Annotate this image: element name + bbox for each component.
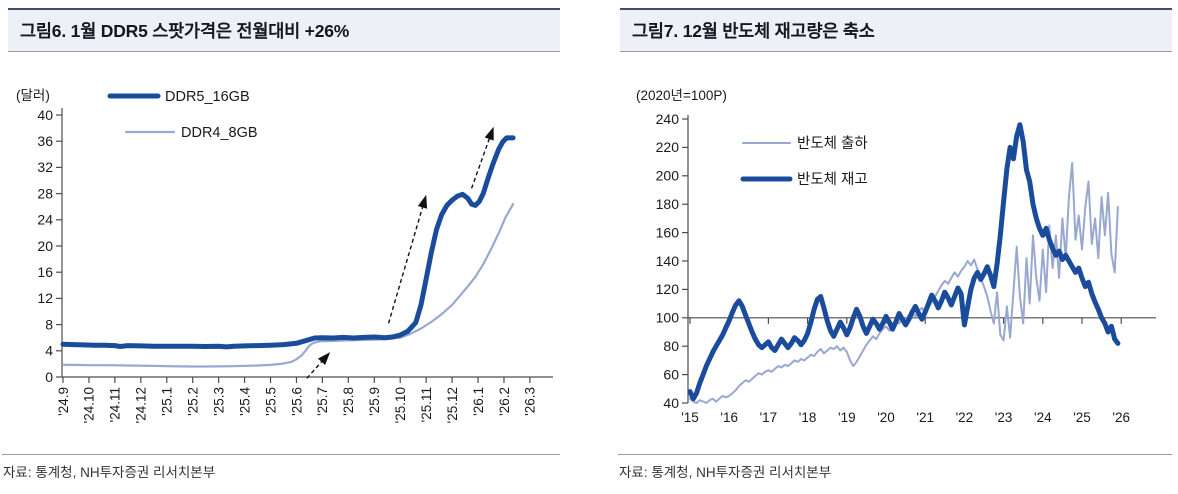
x-tick-label: '15 (681, 410, 699, 425)
series-line-반도체-재고 (687, 122, 1121, 402)
legend-label-2: 반도체 재고 (797, 171, 868, 188)
y-tick-label: 120 (656, 281, 680, 297)
trend-arrow-1-head (317, 352, 331, 366)
figure6-footer-rule (2, 454, 560, 455)
x-tick-label: '25.11 (419, 387, 434, 422)
figure6-header: 그림6. 1월 DDR5 스팟가격은 전월대비 +26% (8, 8, 560, 52)
x-tick-label: '25.3 (211, 387, 226, 416)
x-tick-label: '24.9 (56, 387, 71, 416)
x-tick-label: '24.12 (134, 387, 149, 423)
x-tick-label: '26 (1112, 410, 1130, 425)
x-tick-label: '25.10 (393, 387, 408, 423)
y-tick-label: 80 (663, 338, 679, 354)
y-tick-label: 32 (37, 159, 53, 175)
x-tick-label: '16 (720, 410, 738, 425)
figure6-title: 그림6. 1월 DDR5 스팟가격은 전월대비 +26% (20, 21, 350, 41)
legend-label-2: DDR4_8GB (181, 125, 258, 141)
figure6-chart: 0 4 8 12 16 20 24 28 32 36 40 '24.9 '24.10 '24.11 '24.… (37, 89, 553, 423)
y-tick-label: 40 (663, 395, 679, 411)
y-tick-label: 28 (37, 185, 53, 201)
x-tick-label: '25.6 (289, 387, 304, 416)
series-line-반도체-출하 (689, 162, 1119, 404)
y-tick-label: 8 (45, 316, 53, 332)
figure7-y-unit-label: (2020년=100P) (636, 88, 727, 103)
x-tick-label: '20 (877, 410, 895, 425)
y-tick-label: 40 (37, 107, 53, 123)
x-tick-label: '24.11 (108, 387, 123, 422)
x-tick-label: '24.10 (82, 387, 97, 423)
x-tick-label: '26.1 (471, 387, 486, 416)
figure6-y-unit-label: (달러) (16, 88, 50, 103)
y-tick-label: 4 (45, 343, 53, 359)
y-tick-label: 24 (37, 212, 53, 228)
y-tick-label: 100 (656, 310, 680, 326)
y-tick-label: 220 (656, 139, 680, 155)
x-tick-label: '25.5 (263, 387, 278, 416)
y-tick-label: 200 (656, 168, 680, 184)
y-tick-label: 160 (656, 224, 680, 240)
y-tick-label: 36 (37, 133, 53, 149)
x-tick-label: '25.12 (445, 387, 460, 423)
x-tick-label: '26.3 (523, 387, 538, 416)
x-tick-label: '26.2 (497, 387, 512, 416)
y-tick-label: 240 (656, 111, 680, 127)
x-tick-label: '19 (838, 410, 856, 425)
series-line-ddr5_16gb (60, 135, 516, 350)
x-tick-label: '25.8 (341, 387, 356, 416)
series-line-ddr4_8gb (61, 203, 515, 368)
figure7-footer-rule (618, 454, 1172, 455)
x-tick-label: '22 (956, 410, 974, 425)
figure7-title: 그림7. 12월 반도체 재고량은 축소 (632, 21, 875, 41)
legend-label-1: DDR5_16GB (165, 89, 250, 105)
x-tick-label: '25.4 (237, 387, 252, 416)
trend-arrow-2-head (417, 194, 428, 209)
figure7-chart: 40 60 80 100 120 140 160 180 200 220 240 '15 '16 '17 '… (656, 111, 1156, 425)
figure7-header: 그림7. 12월 반도체 재고량은 축소 (620, 8, 1172, 52)
y-tick-label: 180 (656, 196, 680, 212)
x-tick-label: '21 (916, 410, 934, 425)
y-tick-label: 60 (663, 366, 679, 382)
y-tick-label: 140 (656, 253, 680, 269)
figure6-source: 자료: 통계청, NH투자증권 리서치본부 (3, 465, 216, 480)
x-tick-label: '25.9 (367, 387, 382, 416)
x-tick-label: '25 (1073, 410, 1091, 425)
x-tick-label: '25.1 (160, 387, 175, 416)
trend-arrow-1-shaft (306, 359, 324, 379)
x-tick-label: '17 (760, 410, 778, 425)
x-tick-label: '24 (1034, 410, 1052, 425)
x-tick-label: '25.2 (186, 387, 201, 416)
x-tick-label: '23 (995, 410, 1013, 425)
figure7-source: 자료: 통계청, NH투자증권 리서치본부 (619, 465, 832, 480)
y-tick-label: 12 (37, 290, 53, 306)
x-tick-label: '25.7 (315, 387, 330, 416)
y-tick-label: 0 (45, 369, 53, 385)
y-tick-label: 20 (37, 238, 53, 254)
trend-arrow-3-shaft (470, 136, 491, 189)
legend-label-1: 반도체 출하 (797, 135, 868, 152)
x-tick-label: '18 (799, 410, 817, 425)
y-tick-label: 16 (37, 264, 53, 280)
trend-arrow-3-head (484, 126, 494, 141)
trend-arrow-2-shaft (387, 205, 424, 324)
